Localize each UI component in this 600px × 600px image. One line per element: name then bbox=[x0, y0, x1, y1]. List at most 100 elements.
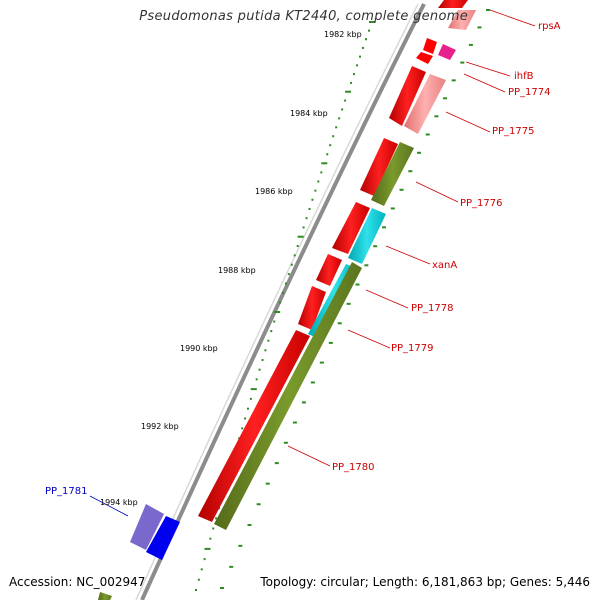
minor-tick bbox=[302, 226, 305, 229]
minor-tick bbox=[273, 320, 276, 323]
gene-label-PP_1780[interactable]: PP_1780 bbox=[332, 462, 375, 473]
minor-tick bbox=[344, 99, 347, 102]
gene-PP_1781-lavender[interactable] bbox=[130, 504, 164, 550]
genome-backbone bbox=[140, 3, 426, 600]
minor-tick bbox=[241, 427, 244, 430]
strand-tick bbox=[373, 245, 378, 248]
minor-tick bbox=[305, 217, 308, 220]
major-tick bbox=[345, 90, 352, 93]
minor-tick bbox=[290, 263, 293, 266]
strand-ticks bbox=[220, 9, 490, 589]
minor-tick bbox=[270, 330, 273, 333]
genome-backbone-shadow bbox=[135, 3, 419, 600]
strand-tick bbox=[425, 133, 430, 136]
strand-tick bbox=[408, 170, 413, 173]
strand-tick bbox=[468, 43, 473, 46]
minor-tick bbox=[197, 578, 200, 581]
minor-tick bbox=[261, 358, 264, 361]
minor-tick bbox=[338, 117, 341, 120]
gene-label-PP_1776[interactable]: PP_1776 bbox=[460, 198, 503, 209]
minor-tick bbox=[368, 29, 371, 32]
gene-label-PP_1781[interactable]: PP_1781 bbox=[45, 486, 88, 497]
major-tick bbox=[321, 162, 328, 165]
gene-rpsA-pink[interactable] bbox=[448, 10, 476, 30]
gene-label-PP_1775[interactable]: PP_1775 bbox=[492, 126, 535, 137]
minor-tick bbox=[326, 153, 329, 156]
strand-tick bbox=[417, 151, 422, 154]
strand-tick bbox=[283, 441, 288, 444]
strand-tick bbox=[319, 361, 324, 364]
strand-tick bbox=[355, 283, 360, 286]
leader-ihfB bbox=[465, 61, 511, 77]
leader-PP_1778 bbox=[365, 289, 409, 309]
gene-PP_1779[interactable] bbox=[298, 286, 326, 330]
minor-tick bbox=[308, 207, 311, 210]
genome-stats: Topology: circular; Length: 6,181,863 bp… bbox=[260, 575, 590, 589]
leader-PP_1774 bbox=[463, 73, 506, 93]
gene-label-PP_1778[interactable]: PP_1778 bbox=[411, 303, 454, 314]
major-tick bbox=[204, 547, 211, 550]
strand-tick bbox=[337, 322, 342, 325]
minor-tick bbox=[212, 527, 215, 530]
strand-tick bbox=[274, 462, 279, 465]
strand-tick bbox=[477, 26, 482, 29]
gene-label-ihfB[interactable]: ihfB bbox=[514, 71, 534, 82]
minor-tick bbox=[332, 135, 335, 138]
gene-PP_1775[interactable] bbox=[389, 66, 426, 126]
gene-rpsA[interactable] bbox=[438, 0, 468, 8]
minor-tick bbox=[293, 254, 296, 257]
gene-PP_1775-pink[interactable] bbox=[404, 74, 446, 134]
minor-tick bbox=[287, 273, 290, 276]
minor-tick bbox=[195, 589, 197, 591]
tick-label-1982: 1982 kbp bbox=[324, 30, 362, 39]
minor-tick bbox=[356, 64, 359, 67]
minor-tick bbox=[296, 245, 299, 248]
strand-tick bbox=[399, 188, 404, 191]
gene-cyan-1[interactable] bbox=[348, 208, 386, 264]
minor-tick bbox=[362, 46, 365, 49]
strand-tick bbox=[256, 503, 261, 506]
minor-tick bbox=[311, 198, 314, 201]
strand-tick bbox=[229, 565, 234, 568]
gene-PP_1776[interactable] bbox=[360, 138, 398, 196]
leader-PP_1779 bbox=[347, 329, 391, 349]
strand-tick bbox=[247, 523, 252, 526]
tick-label-1988: 1988 kbp bbox=[218, 266, 256, 275]
gene-olive-bottom[interactable] bbox=[98, 592, 112, 600]
minor-tick bbox=[341, 108, 344, 111]
major-tick bbox=[274, 310, 281, 313]
minor-tick bbox=[350, 81, 353, 84]
gene-PP_1778[interactable] bbox=[316, 254, 342, 286]
tick-label-1990: 1990 kbp bbox=[180, 344, 218, 353]
tick-label-1992: 1992 kbp bbox=[141, 422, 179, 431]
strand-tick bbox=[486, 9, 490, 11]
gene-olive-1[interactable] bbox=[371, 142, 414, 206]
gene-xanA[interactable] bbox=[332, 202, 370, 254]
strand-tick bbox=[346, 302, 351, 305]
reverse-strand-genes bbox=[98, 10, 476, 600]
gene-olive-2[interactable] bbox=[214, 262, 362, 530]
gene-PP_1781-blue[interactable] bbox=[146, 516, 180, 560]
leader-PP_1780 bbox=[287, 445, 331, 467]
minor-tick bbox=[203, 558, 206, 561]
minor-tick bbox=[320, 171, 323, 174]
gene-ihfB[interactable] bbox=[423, 38, 437, 54]
leader-xanA bbox=[385, 245, 431, 265]
strand-tick bbox=[460, 61, 465, 64]
minor-tick bbox=[317, 180, 320, 183]
gene-label-PP_1779[interactable]: PP_1779 bbox=[391, 343, 434, 354]
minor-tick bbox=[335, 126, 338, 129]
gene-label-rpsA[interactable]: rpsA bbox=[538, 21, 561, 32]
leader-PP_1775 bbox=[445, 111, 491, 133]
minor-tick bbox=[329, 144, 332, 147]
gene-magenta[interactable] bbox=[438, 44, 456, 60]
minor-tick bbox=[200, 568, 203, 571]
gene-label-PP_1774[interactable]: PP_1774 bbox=[508, 87, 551, 98]
major-tick bbox=[369, 21, 375, 23]
tick-dots bbox=[195, 21, 375, 591]
minor-tick bbox=[279, 301, 282, 304]
gene-PP_1780[interactable] bbox=[198, 330, 310, 522]
gene-PP_1774-small[interactable] bbox=[416, 52, 433, 64]
gene-label-xanA[interactable]: xanA bbox=[432, 260, 458, 271]
